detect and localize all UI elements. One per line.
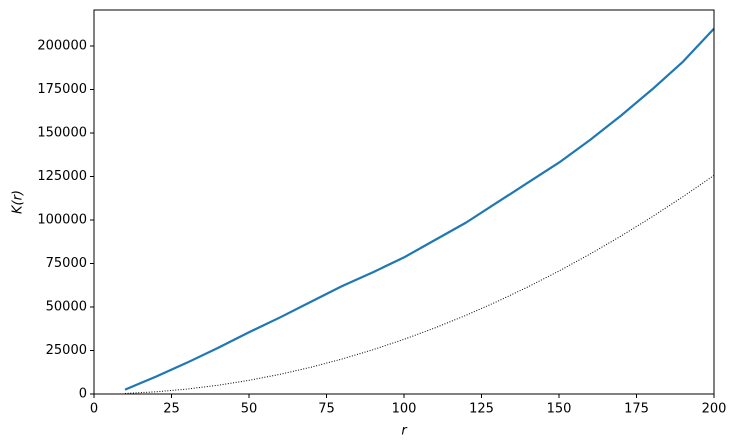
plot-frame bbox=[93, 9, 715, 395]
y-tick-label: 50000 bbox=[46, 300, 87, 315]
x-tick-label: 100 bbox=[392, 402, 417, 417]
x-tick-label: 150 bbox=[547, 402, 572, 417]
y-tick-label: 0 bbox=[79, 387, 87, 402]
x-tick-label: 125 bbox=[469, 402, 494, 417]
y-tick-label: 25000 bbox=[46, 343, 87, 358]
y-tick-label: 175000 bbox=[37, 82, 87, 97]
data-line bbox=[124, 174, 715, 394]
x-tick-label: 200 bbox=[702, 402, 727, 417]
x-tick-label: 175 bbox=[624, 402, 649, 417]
data-line bbox=[124, 27, 715, 391]
y-tick-label: 75000 bbox=[46, 256, 87, 271]
y-tick-label: 150000 bbox=[37, 126, 87, 141]
y-tick-label: 125000 bbox=[37, 169, 87, 184]
x-tick-label: 75 bbox=[318, 402, 335, 417]
x-axis-label: r bbox=[401, 424, 408, 439]
x-tick-label: 0 bbox=[90, 402, 98, 417]
x-tick-label: 50 bbox=[241, 402, 258, 417]
y-axis-label: K(r) bbox=[11, 190, 26, 214]
y-tick-label: 200000 bbox=[37, 39, 87, 54]
x-tick-label: 25 bbox=[163, 402, 180, 417]
y-tick-label: 100000 bbox=[37, 213, 87, 228]
